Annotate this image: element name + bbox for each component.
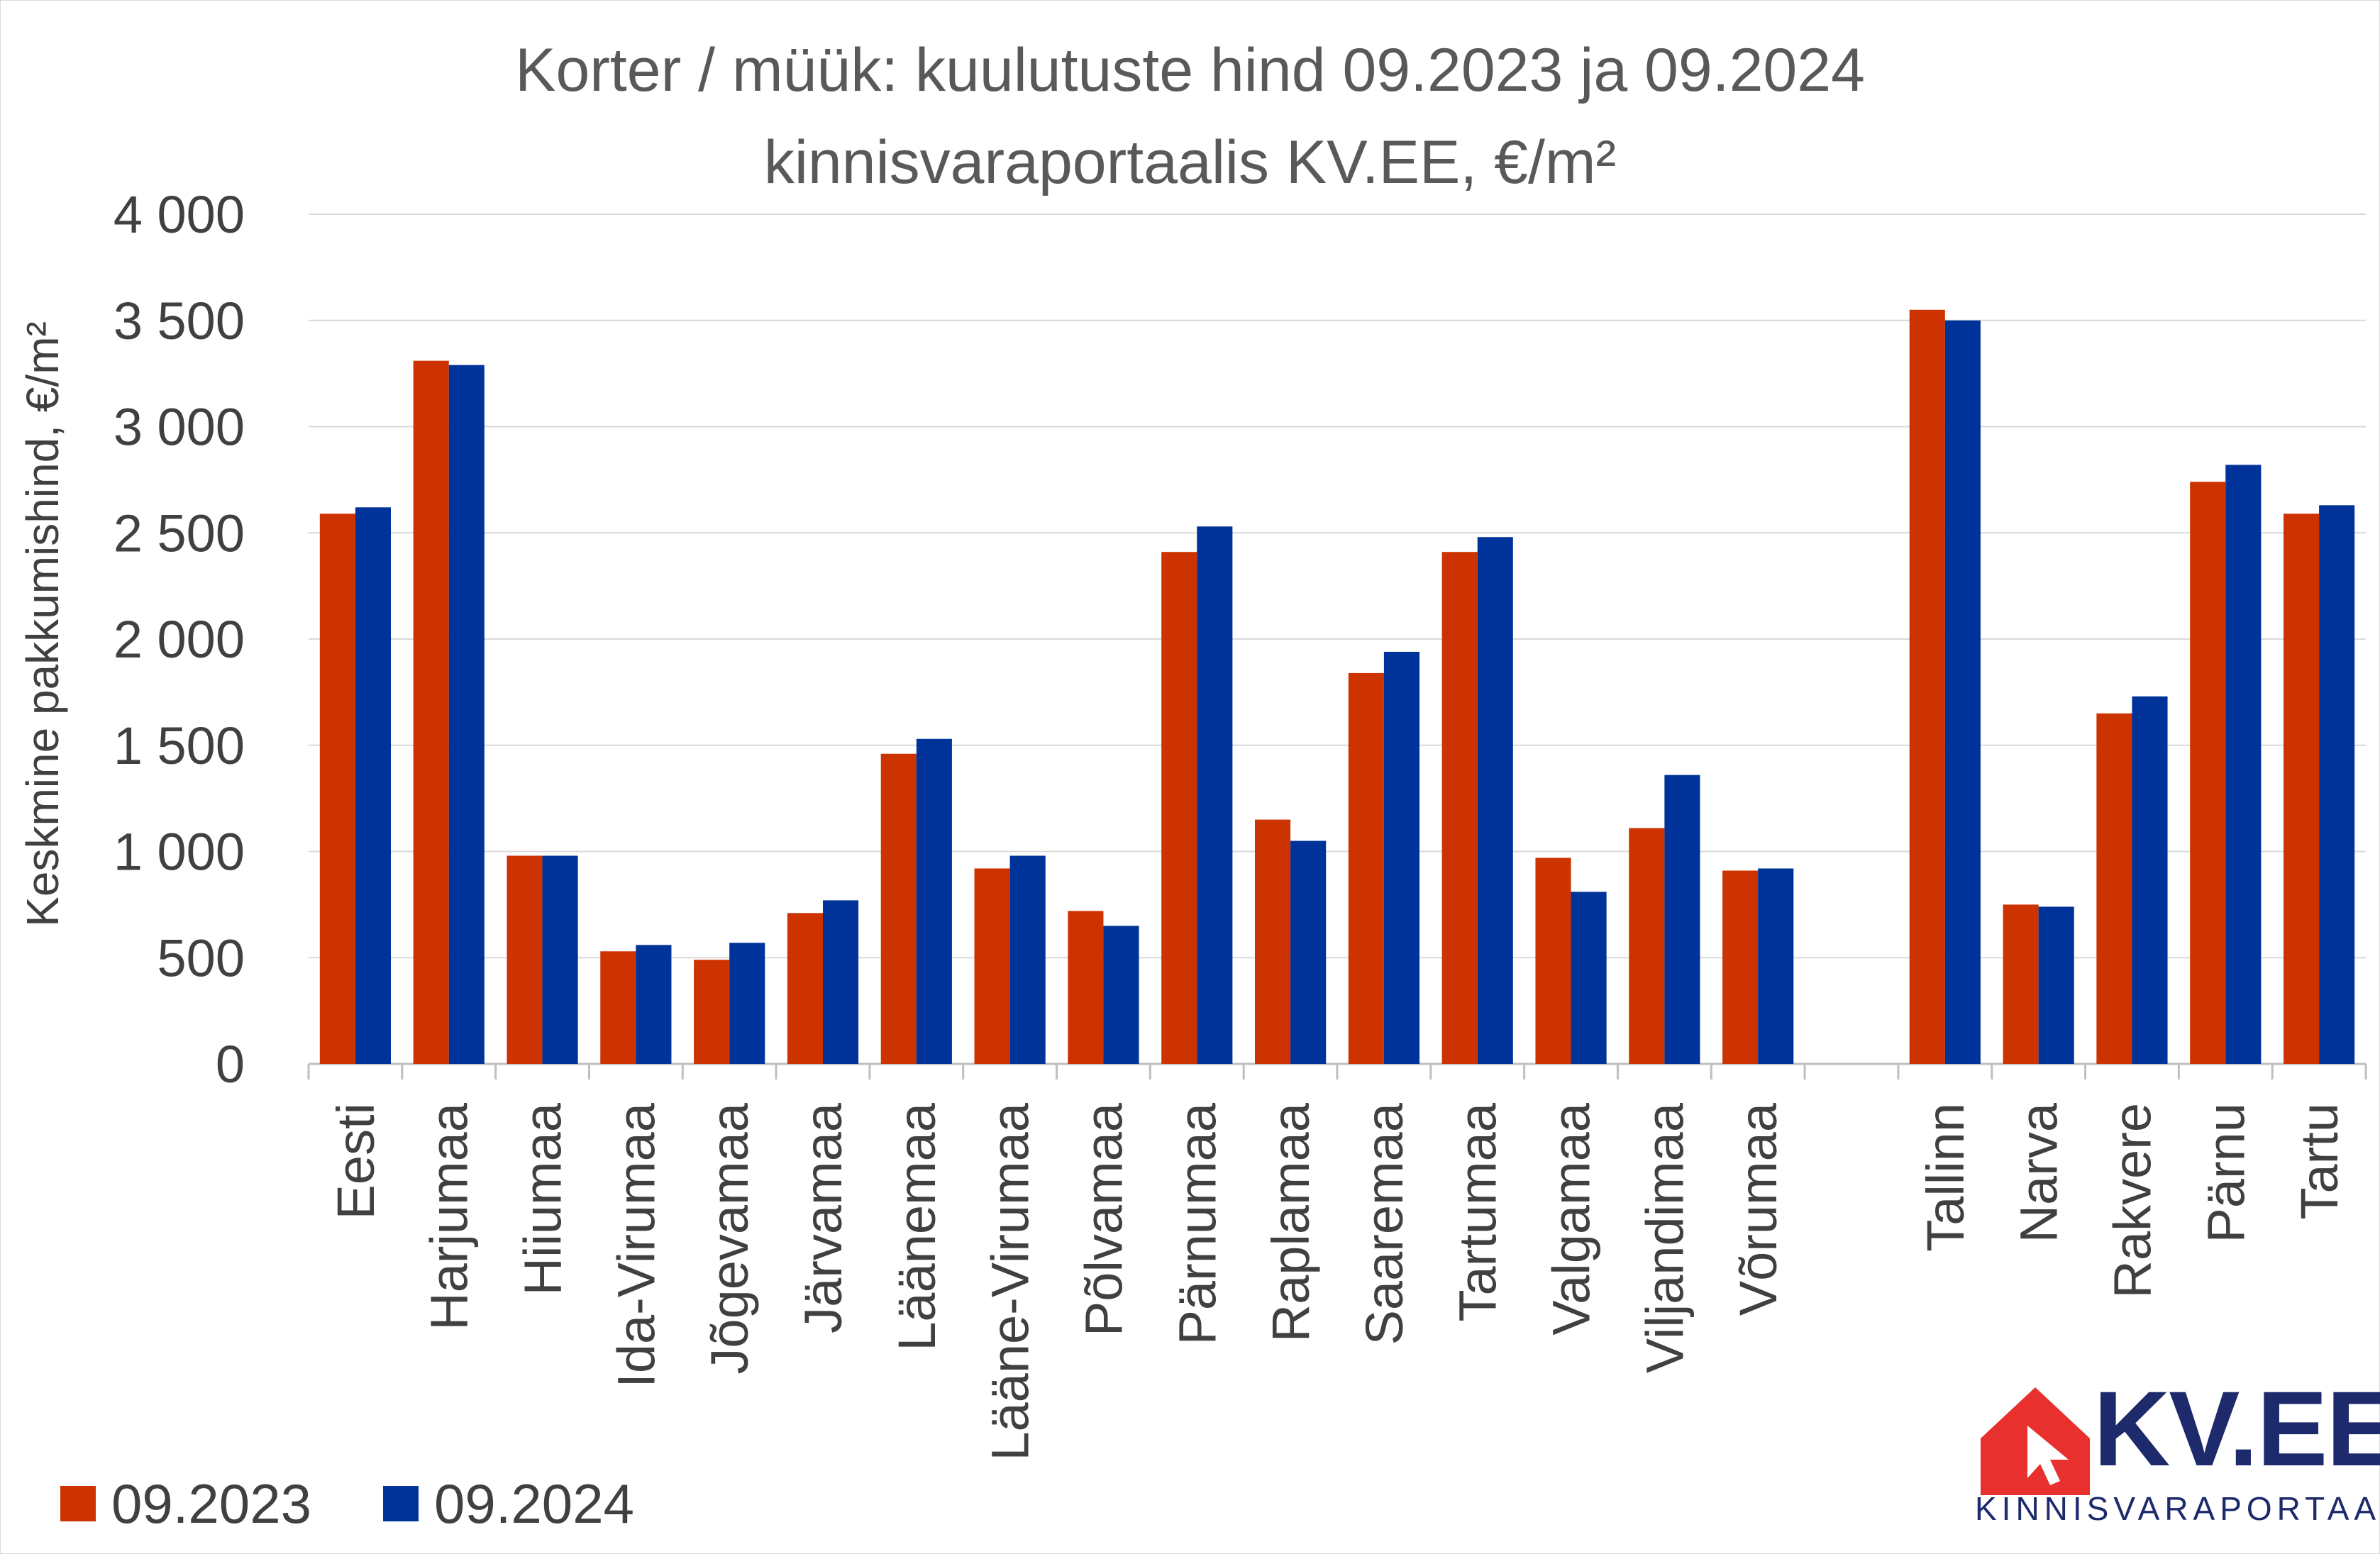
bar-09.2023-Rakvere bbox=[2096, 713, 2132, 1064]
y-tick-label: 2 000 bbox=[114, 610, 245, 669]
x-tick-label: Ida-Virumaa bbox=[607, 1102, 665, 1388]
bar-09.2023-Tallinn bbox=[1909, 309, 1945, 1064]
bar-09.2024-Põlvamaa bbox=[1103, 926, 1139, 1064]
x-tick-label: Hiiumaa bbox=[514, 1102, 572, 1295]
y-axis-label: Keskmine pakkumishind, €/m² bbox=[17, 321, 68, 927]
x-tick-label: Raplamaa bbox=[1261, 1102, 1320, 1342]
legend-item-2023: 09.2023 bbox=[60, 1472, 311, 1536]
y-tick-label: 1 500 bbox=[114, 716, 245, 775]
y-tick-label: 2 500 bbox=[114, 504, 245, 562]
x-tick-label: Rakvere bbox=[2103, 1103, 2162, 1299]
y-tick-label: 1 000 bbox=[114, 823, 245, 882]
bar-09.2024-Eesti bbox=[355, 507, 391, 1064]
x-tick-label: Harjumaa bbox=[420, 1102, 479, 1331]
bar-09.2024-Võrumaa bbox=[1758, 868, 1794, 1064]
chart-title: Korter / müük: kuulutuste hind 09.2023 j… bbox=[515, 36, 1865, 104]
bar-09.2024-Jõgevamaa bbox=[729, 943, 765, 1064]
bar-09.2023-Ida-Virumaa bbox=[600, 951, 636, 1064]
x-tick-label: Valgamaa bbox=[1542, 1102, 1601, 1336]
house-cursor-icon bbox=[1981, 1387, 2090, 1495]
x-tick-label: Võrumaa bbox=[1729, 1102, 1788, 1316]
legend-label-2024: 09.2024 bbox=[434, 1472, 634, 1535]
bar-09.2024-Lääne-Virumaa bbox=[1009, 855, 1046, 1064]
x-tick-labels: Eesti Harjumaa Hiiumaa Ida-Virumaa Jõgevamaa… bbox=[326, 1102, 2349, 1460]
bar-09.2024-Narva bbox=[2038, 906, 2074, 1064]
bar-09.2024-Valgamaa bbox=[1571, 892, 1607, 1064]
x-tick-label: Järvamaa bbox=[794, 1102, 853, 1333]
x-tick-label: Eesti bbox=[326, 1103, 385, 1220]
bar-09.2023-Saaremaa bbox=[1348, 672, 1384, 1064]
bar-09.2024-Pärnumaa bbox=[1197, 526, 1233, 1064]
bar-09.2023-Läänemaa bbox=[880, 753, 917, 1064]
bar-09.2023-Eesti bbox=[319, 514, 355, 1064]
y-tick-label: 3 000 bbox=[114, 398, 245, 457]
x-tick-label: Saaremaa bbox=[1355, 1102, 1414, 1345]
bar-09.2023-Raplamaa bbox=[1255, 819, 1291, 1064]
bar-09.2023-Tartu bbox=[2284, 514, 2320, 1064]
y-tick-label: 0 bbox=[216, 1035, 245, 1094]
bar-09.2024-Pärnu bbox=[2225, 465, 2262, 1064]
bar-09.2024-Rakvere bbox=[2132, 696, 2168, 1064]
bar-09.2023-Viljandimaa bbox=[1629, 828, 1665, 1064]
bar-09.2023-Lääne-Virumaa bbox=[974, 868, 1010, 1064]
y-tick-label: 500 bbox=[157, 928, 245, 987]
y-tick-label: 4 000 bbox=[114, 185, 245, 244]
bar-09.2024-Läänemaa bbox=[916, 738, 952, 1064]
bar-09.2024-Ida-Virumaa bbox=[636, 945, 672, 1064]
bar-09.2023-Narva bbox=[2003, 904, 2039, 1064]
x-tick-label: Jõgevamaa bbox=[700, 1102, 759, 1374]
legend-swatch-2024 bbox=[383, 1486, 419, 1521]
bar-09.2023-Põlvamaa bbox=[1068, 911, 1104, 1064]
x-tick-label: Lääne-Virumaa bbox=[981, 1102, 1040, 1460]
x-tick-label: Pärnu bbox=[2196, 1103, 2255, 1243]
bar-09.2023-Valgamaa bbox=[1535, 858, 1571, 1064]
bar-09.2024-Viljandimaa bbox=[1664, 775, 1700, 1064]
bar-09.2023-Pärnumaa bbox=[1161, 552, 1197, 1064]
bar-09.2024-Tallinn bbox=[1944, 320, 1981, 1064]
bar-09.2023-Pärnu bbox=[2190, 482, 2226, 1064]
bar-09.2024-Raplamaa bbox=[1290, 840, 1327, 1064]
y-tick-labels: 0 500 1 000 1 500 2 000 2 500 3 000 3 500 4 000 bbox=[114, 185, 245, 1094]
x-tick-label: Tartumaa bbox=[1449, 1102, 1507, 1321]
kv-ee-logo: KV.EE KINNISVARAPORTAAL bbox=[1969, 1369, 2380, 1532]
logo-text: KV.EE bbox=[2093, 1369, 2380, 1488]
bar-09.2024-Tartu bbox=[2319, 505, 2355, 1064]
bar-09.2023-Võrumaa bbox=[1722, 870, 1759, 1064]
chart-subtitle: kinnisvaraportaalis KV.EE, €/m² bbox=[763, 128, 1617, 196]
bar-09.2023-Hiiumaa bbox=[507, 855, 543, 1064]
bar-09.2024-Saaremaa bbox=[1383, 651, 1419, 1064]
x-tick-label: Tallinn bbox=[1916, 1103, 1975, 1252]
logo-subtext: KINNISVARAPORTAAL bbox=[1975, 1490, 2380, 1527]
x-tick-label: Tartu bbox=[2290, 1103, 2349, 1220]
legend-label-2023: 09.2023 bbox=[111, 1472, 311, 1535]
bar-09.2023-Tartumaa bbox=[1441, 552, 1478, 1064]
legend-swatch-2023 bbox=[60, 1486, 96, 1521]
bar-09.2023-Järvamaa bbox=[787, 913, 823, 1064]
bars bbox=[319, 309, 2355, 1064]
bar-09.2024-Tartumaa bbox=[1477, 537, 1513, 1064]
x-tick-label: Läänemaa bbox=[887, 1102, 946, 1351]
bar-09.2024-Järvamaa bbox=[823, 900, 859, 1064]
bar-09.2024-Hiiumaa bbox=[542, 855, 578, 1064]
bar-09.2023-Jõgevamaa bbox=[694, 960, 730, 1064]
x-tick-label: Viljandimaa bbox=[1635, 1102, 1694, 1373]
bar-09.2023-Harjumaa bbox=[413, 360, 449, 1064]
gridlines bbox=[307, 213, 2367, 1080]
x-tick-label: Pärnumaa bbox=[1168, 1102, 1227, 1345]
x-tick-label: Narva bbox=[2010, 1102, 2069, 1243]
y-tick-label: 3 500 bbox=[114, 292, 245, 350]
bar-09.2024-Harjumaa bbox=[448, 365, 485, 1064]
x-tick-label: Põlvamaa bbox=[1074, 1102, 1133, 1336]
legend-item-2024: 09.2024 bbox=[383, 1472, 634, 1536]
